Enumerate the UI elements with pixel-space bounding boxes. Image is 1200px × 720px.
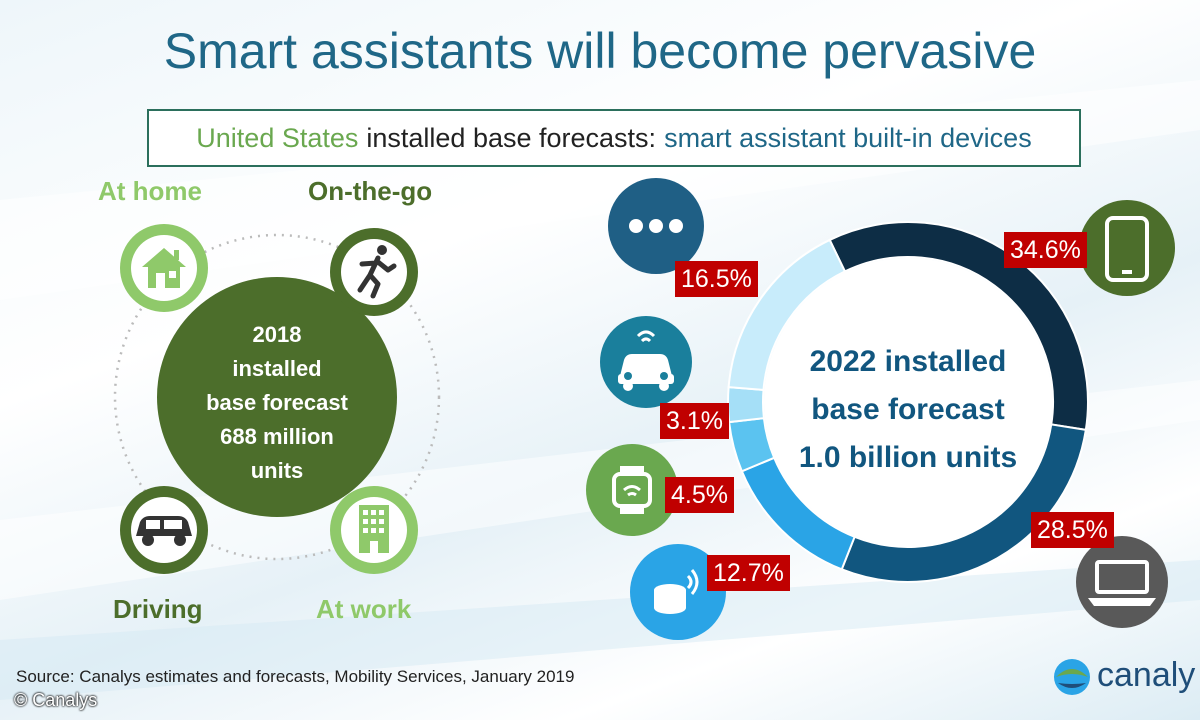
forecast-2018-line: base forecast: [206, 390, 348, 415]
donut-center-line: base forecast: [811, 393, 1005, 426]
donut-slice-others: [727, 238, 847, 392]
donut-center-line: 2022 installed: [809, 345, 1007, 378]
donut-hole: [764, 258, 1052, 546]
copyright: © Canalys: [14, 690, 98, 710]
subtitle-category: smart assistant built-in devices: [664, 122, 1032, 153]
forecast-2018-circle: [157, 277, 397, 517]
donut-slice-connected-cars: [727, 385, 766, 424]
subtitle-box: United States installed base forecasts: …: [147, 109, 1081, 167]
left-panel: [113, 224, 441, 574]
forecast-2018-line: units: [250, 458, 304, 483]
pct-connected-cars: 3.1%: [660, 403, 729, 439]
pct-smart-speakers: 12.7%: [707, 555, 790, 591]
forecast-2018-line: 688 million: [220, 424, 334, 449]
subtitle-middle: installed base forecasts:: [366, 122, 657, 153]
label-driving: Driving: [113, 594, 203, 624]
label-on-the-go: On-the-go: [308, 176, 433, 206]
canalys-logo-text: canaly: [1097, 656, 1196, 694]
label-at-work: At work: [316, 594, 412, 624]
canalys-logo-icon: [1054, 659, 1090, 695]
car-icon: [120, 486, 208, 574]
running-person-icon: [330, 228, 418, 316]
pct-pcs: 28.5%: [1031, 512, 1114, 548]
label-at-home: At home: [98, 176, 202, 206]
source-note: Source: Canalys estimates and forecasts,…: [16, 667, 575, 686]
donut-center-text: 2022 installed base forecast 1.0 billion…: [772, 338, 1044, 482]
office-building-icon: [330, 486, 418, 574]
pct-smartphones: 34.6%: [1004, 232, 1087, 268]
forecast-2018-line: 2018: [252, 322, 302, 347]
subtitle-region: United States: [196, 122, 359, 153]
page-title: Smart assistants will become pervasive: [163, 23, 1037, 79]
home-icon: [120, 224, 208, 312]
forecast-2018-text: 2018 installed base forecast 688 million…: [170, 318, 384, 488]
dotted-ring: [113, 233, 441, 561]
pct-wearables: 4.5%: [665, 477, 734, 513]
donut-center-line: 1.0 billion units: [798, 441, 1018, 474]
pct-others: 16.5%: [675, 261, 758, 297]
forecast-2018-line: installed: [232, 356, 322, 381]
